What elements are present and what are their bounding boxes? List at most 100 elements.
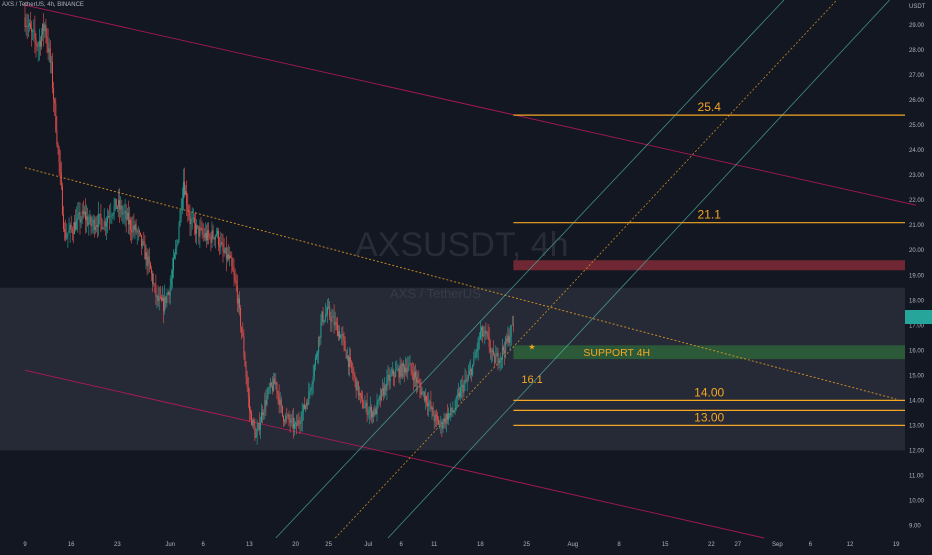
- candle-body: [395, 369, 397, 377]
- candle-body: [279, 399, 281, 406]
- candle-body: [78, 212, 80, 215]
- candle-body: [120, 205, 122, 210]
- candle-body: [423, 391, 425, 401]
- candle-body: [169, 285, 171, 296]
- candle-body: [215, 234, 217, 236]
- candle-body: [324, 315, 326, 321]
- candle-body: [163, 298, 165, 312]
- x-axis-tick-label: Jun: [165, 542, 175, 548]
- candle-body: [476, 349, 478, 353]
- candle-body: [384, 384, 386, 396]
- candle-body: [365, 402, 367, 406]
- level-label: 14.00: [694, 385, 724, 399]
- candle-body: [276, 382, 278, 393]
- candle-body: [143, 241, 145, 244]
- candle-body: [510, 324, 512, 337]
- candle-body: [261, 412, 262, 423]
- candle-body: [154, 283, 156, 285]
- candle-body: [450, 407, 452, 413]
- candle-body: [453, 411, 455, 413]
- candle-body: [446, 413, 448, 420]
- candle-body: [197, 225, 199, 226]
- candle-body: [366, 402, 368, 416]
- candle-body: [188, 210, 190, 217]
- candle-body: [507, 335, 509, 342]
- candle-body: [496, 352, 498, 357]
- support-zone-label: SUPPORT 4H: [583, 347, 650, 359]
- candle-body: [61, 186, 63, 215]
- candle-body: [355, 377, 357, 391]
- candle-body: [360, 393, 361, 395]
- candle-body: [334, 321, 336, 326]
- candle-body: [237, 298, 239, 304]
- candle-body: [176, 244, 178, 249]
- x-axis-tick-label: 12: [847, 542, 854, 548]
- candle-body: [190, 219, 192, 225]
- candle-body: [256, 429, 258, 437]
- candle-body: [186, 191, 188, 206]
- candle-body: [156, 295, 158, 297]
- candle-body: [342, 334, 344, 337]
- candle-body: [138, 230, 140, 233]
- x-axis-tick-label: 27: [734, 542, 741, 548]
- candle-body: [428, 402, 430, 407]
- candle-body: [175, 248, 177, 255]
- candle-body: [440, 421, 442, 425]
- candle-body: [222, 243, 224, 251]
- candle-body: [483, 334, 485, 337]
- candle-body: [504, 350, 506, 354]
- candle-body: [375, 408, 377, 415]
- candle-body: [466, 379, 468, 381]
- x-axis-tick-label: Jul: [364, 542, 372, 548]
- candle-body: [37, 46, 39, 47]
- x-axis-tick-label: 16: [68, 542, 75, 548]
- candle-body: [422, 391, 424, 393]
- candle-body: [267, 388, 269, 396]
- candle-body: [125, 210, 127, 220]
- candle-body: [413, 371, 415, 381]
- y-axis-tick-label: 15.00: [909, 373, 925, 379]
- x-axis-tick-label: 11: [431, 542, 438, 548]
- candle-body: [121, 205, 123, 215]
- zone-support: [513, 345, 905, 360]
- candle-body: [122, 213, 124, 215]
- candle-body: [397, 368, 399, 370]
- candle-body: [474, 356, 476, 358]
- candle-body: [35, 38, 37, 45]
- candle-body: [482, 327, 484, 337]
- candle-body: [339, 331, 341, 339]
- candle-body: [133, 225, 135, 230]
- candle-body: [264, 400, 266, 413]
- candle-body: [394, 375, 396, 377]
- candle-body: [225, 247, 227, 260]
- candle-body: [379, 396, 381, 401]
- candle-body: [123, 212, 125, 214]
- candle-body: [198, 225, 200, 237]
- candle-body: [481, 327, 482, 331]
- candle-body: [105, 222, 107, 227]
- y-axis-tick-label: 19.00: [909, 273, 925, 279]
- candle-body: [499, 357, 501, 363]
- x-axis-tick-label: 25: [523, 542, 530, 548]
- candle-body: [75, 221, 77, 230]
- candle-body: [338, 331, 339, 337]
- candle-body: [141, 235, 143, 246]
- rising-channel-line-2: [334, 0, 838, 539]
- candle-body: [451, 407, 453, 413]
- candle-body: [142, 241, 144, 246]
- candle-body: [199, 227, 201, 237]
- candle-body: [181, 198, 183, 210]
- candle-body: [333, 316, 335, 326]
- candle-body: [224, 247, 226, 253]
- candle-body: [281, 405, 283, 416]
- candle-body: [253, 419, 255, 427]
- candle-body: [361, 394, 363, 399]
- candle-body: [165, 296, 167, 303]
- candle-body: [248, 397, 250, 411]
- candle-body: [162, 298, 163, 301]
- candle-body: [418, 380, 420, 383]
- candle-body: [475, 352, 477, 357]
- candle-body: [193, 217, 195, 224]
